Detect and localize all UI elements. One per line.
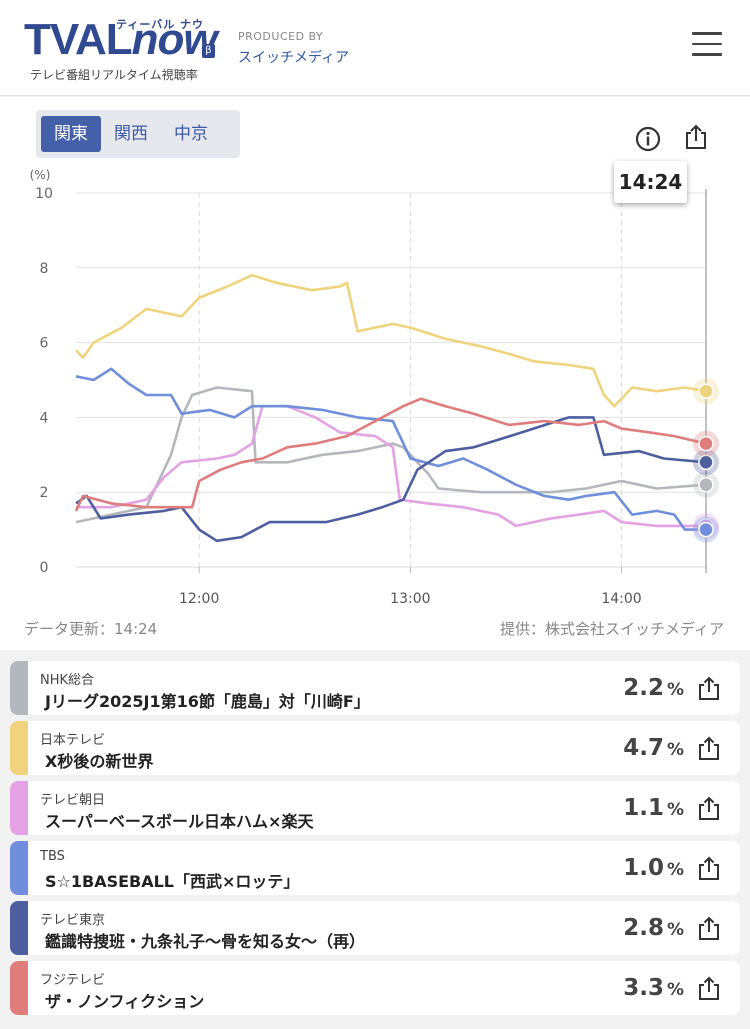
- rating-unit: %: [666, 980, 684, 1000]
- program-title: 鑑識特捜班・九条礼子〜骨を知る女〜（再）: [45, 932, 366, 951]
- tab-kansai[interactable]: 関西: [114, 124, 148, 144]
- channel-list: NHK総合 Jリーグ2025J1第16節「鹿島」対「川崎F」 2.2% 日本テレ…: [10, 661, 740, 1021]
- share-icon[interactable]: [696, 796, 722, 822]
- series-endpoint: [698, 435, 714, 452]
- series-line: [75, 274, 707, 408]
- station-name: テレビ朝日: [40, 793, 106, 808]
- rating-number: 3.3: [623, 975, 664, 1001]
- channel-color-bar: [10, 841, 28, 895]
- station-name: TBS: [40, 849, 65, 864]
- share-icon[interactable]: [696, 856, 722, 882]
- share-icon[interactable]: [682, 123, 710, 151]
- channel-card-nhk[interactable]: NHK総合 Jリーグ2025J1第16節「鹿島」対「川崎F」 2.2%: [10, 661, 740, 715]
- y-tick-label: 6: [40, 336, 49, 352]
- rating-number: 4.7: [623, 735, 664, 761]
- channel-color-bar: [10, 721, 28, 775]
- y-tick-label: 8: [40, 261, 49, 277]
- rating-value: 2.8%: [623, 915, 684, 941]
- channel-card-fuji[interactable]: フジテレビ ザ・ノンフィクション 3.3%: [10, 961, 740, 1015]
- logo-tagline: テレビ番組リアルタイム視聴率: [30, 68, 198, 82]
- share-icon[interactable]: [696, 736, 722, 762]
- rating-unit: %: [666, 680, 684, 700]
- producer-credit: PRODUCED BY スイッチメディア: [238, 30, 349, 67]
- share-icon[interactable]: [696, 676, 722, 702]
- beta-badge: β: [202, 44, 215, 58]
- app-header: TVALnow ティーバル ナウ β テレビ番組リアルタイム視聴率 PRODUC…: [0, 0, 750, 96]
- series-line: [75, 386, 707, 524]
- rating-unit: %: [666, 860, 684, 880]
- info-icon[interactable]: [634, 125, 662, 153]
- program-title: Jリーグ2025J1第16節「鹿島」対「川崎F」: [45, 692, 370, 711]
- share-icon[interactable]: [696, 976, 722, 1002]
- data-update-time: データ更新：14:24: [24, 620, 158, 638]
- x-tick-label: 13:00: [390, 591, 430, 607]
- series-endpoint: [698, 521, 714, 538]
- channel-card-ntv[interactable]: 日本テレビ X秒後の新世界 4.7%: [10, 721, 740, 775]
- station-name: テレビ東京: [40, 913, 106, 928]
- logo-wordmark: TVALnow: [24, 15, 218, 64]
- region-tabs: 関東 関西 中京: [36, 110, 240, 158]
- data-credit: 提供：株式会社スイッチメディア: [500, 620, 724, 638]
- station-name: 日本テレビ: [40, 733, 106, 748]
- channel-card-tv-asahi[interactable]: テレビ朝日 スーパーベースボール日本ハム×楽天 1.1%: [10, 781, 740, 835]
- program-title: S☆1BASEBALL「西武×ロッテ」: [45, 872, 300, 891]
- rating-value: 3.3%: [623, 975, 684, 1001]
- hamburger-menu-icon[interactable]: [692, 32, 726, 62]
- y-tick-label: 10: [35, 186, 53, 202]
- channel-color-bar: [10, 901, 28, 955]
- series-endpoint: [698, 476, 714, 493]
- rating-value: 2.2%: [623, 675, 684, 701]
- rating-number: 1.1: [623, 795, 664, 821]
- rating-value: 1.0%: [623, 855, 684, 881]
- program-title: ザ・ノンフィクション: [45, 992, 205, 1011]
- share-icon[interactable]: [696, 916, 722, 942]
- channel-color-bar: [10, 661, 28, 715]
- rating-unit: %: [666, 920, 684, 940]
- channel-card-tbs[interactable]: TBS S☆1BASEBALL「西武×ロッテ」 1.0%: [10, 841, 740, 895]
- x-tick-label: 14:00: [601, 591, 641, 607]
- tab-chukyo[interactable]: 中京: [174, 124, 208, 144]
- channel-color-bar: [10, 961, 28, 1015]
- station-name: フジテレビ: [40, 973, 106, 988]
- series-line: [76, 404, 706, 528]
- logo-kana: ティーバル ナウ: [116, 18, 205, 31]
- series-line: [75, 416, 707, 543]
- rating-number: 2.8: [623, 915, 664, 941]
- tvalnow-logo[interactable]: TVALnow ティーバル ナウ β テレビ番組リアルタイム視聴率: [24, 14, 224, 84]
- rating-number: 2.2: [623, 675, 664, 701]
- rating-value: 4.7%: [623, 735, 684, 761]
- time-tooltip: 14:24: [614, 161, 687, 203]
- series-line: [74, 397, 707, 512]
- rating-value: 1.1%: [623, 795, 684, 821]
- chart-panel: 0 2 4 6 8 10 (%) 12:00 13:00 14:00 関東 関西 中京 14:24…: [0, 97, 750, 650]
- y-tick-label: 2: [40, 485, 49, 501]
- tab-kanto[interactable]: 関東: [41, 116, 101, 152]
- channel-card-tv-tokyo[interactable]: テレビ東京 鑑識特捜班・九条礼子〜骨を知る女〜（再） 2.8%: [10, 901, 740, 955]
- station-name: NHK総合: [40, 673, 95, 688]
- producer-name: スイッチメディア: [238, 50, 350, 66]
- produced-by-label: PRODUCED BY: [238, 30, 324, 43]
- rating-number: 1.0: [623, 855, 664, 881]
- x-tick-label: 12:00: [179, 591, 219, 607]
- rating-line-chart[interactable]: 0 2 4 6 8 10 (%) 12:00 13:00 14:00: [0, 97, 750, 650]
- program-title: X秒後の新世界: [45, 752, 154, 771]
- series-endpoint: [698, 454, 714, 471]
- rating-unit: %: [666, 800, 684, 820]
- y-axis-unit: (%): [30, 168, 51, 182]
- series-line: [75, 367, 706, 531]
- channel-color-bar: [10, 781, 28, 835]
- y-tick-label: 4: [40, 410, 49, 426]
- rating-unit: %: [666, 740, 684, 760]
- series-endpoint: [698, 383, 714, 399]
- y-tick-label: 0: [40, 560, 49, 576]
- program-title: スーパーベースボール日本ハム×楽天: [45, 812, 314, 831]
